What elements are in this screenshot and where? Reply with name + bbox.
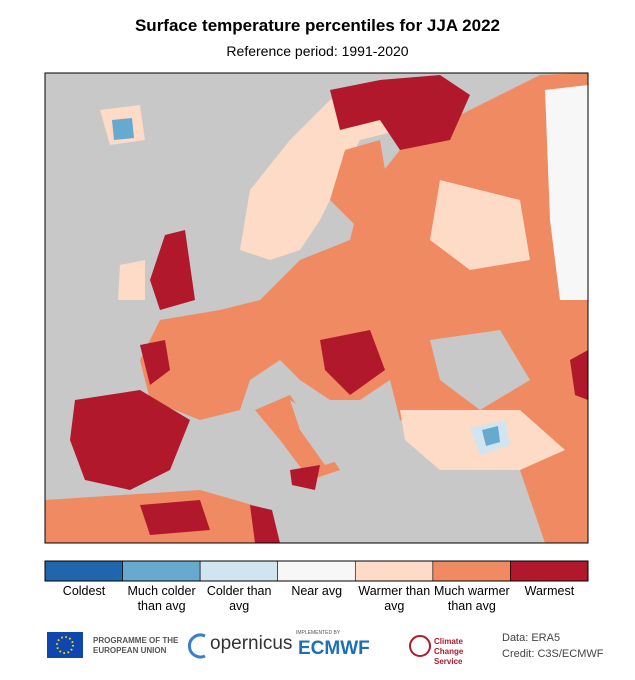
land xyxy=(545,85,588,300)
land xyxy=(482,426,500,446)
land xyxy=(330,140,390,230)
ecmwf-text: ECMWF xyxy=(298,638,370,659)
legend-frame xyxy=(44,560,589,582)
land xyxy=(570,350,588,400)
land xyxy=(150,230,195,310)
copernicus-text: opernicus xyxy=(210,633,293,654)
legend-label: Warmer than avg xyxy=(358,584,431,613)
legend-label: Near avg xyxy=(291,584,343,598)
copernicus-logo xyxy=(187,633,206,659)
title: Surface temperature percentiles for JJA … xyxy=(134,16,501,35)
legend-label: Much colder than avg xyxy=(127,584,196,613)
legend-swatch xyxy=(199,560,279,582)
legend-swatch xyxy=(44,560,123,582)
land xyxy=(250,505,280,543)
eu-flag xyxy=(47,632,83,658)
legend-label: Much warmer than avg xyxy=(433,584,510,613)
data-text: Data: ERA5 xyxy=(502,632,561,644)
land xyxy=(290,465,320,490)
land xyxy=(330,75,470,150)
legend-swatch xyxy=(122,560,201,582)
legend-swatch xyxy=(432,560,511,582)
black-sea xyxy=(430,330,530,410)
eu-text: PROGRAMME OF THE EUROPEAN UNION xyxy=(93,636,179,655)
land xyxy=(140,340,170,385)
legend-label: Warmest xyxy=(524,584,575,598)
eu-stars xyxy=(56,636,74,654)
c3s-text: Climate Change Service xyxy=(434,637,464,666)
land xyxy=(240,85,420,260)
legend-label: Coldest xyxy=(62,584,106,598)
land xyxy=(118,260,145,300)
land xyxy=(140,500,210,535)
legend-swatch xyxy=(354,560,434,582)
map-frame xyxy=(44,72,589,544)
legend-swatch xyxy=(277,560,356,582)
legend-swatch xyxy=(510,560,589,582)
land xyxy=(255,395,340,480)
implemented-text: IMPLEMENTED BY xyxy=(296,630,341,636)
land xyxy=(430,180,530,270)
land xyxy=(320,330,385,395)
adriatic-sea xyxy=(290,400,340,465)
land xyxy=(70,390,190,490)
credit-text: Credit: C3S/ECMWF xyxy=(502,648,604,660)
legend-label: Colder than avg xyxy=(206,584,272,613)
c3s-logo xyxy=(409,635,431,657)
subtitle: Reference period: 1991-2020 xyxy=(226,43,409,59)
land xyxy=(112,118,134,140)
